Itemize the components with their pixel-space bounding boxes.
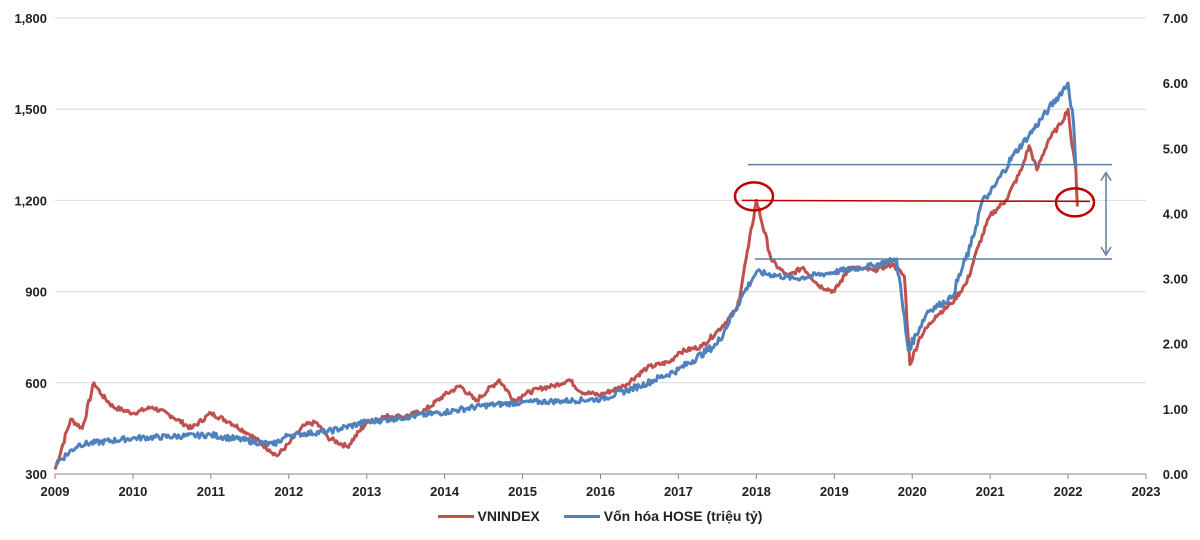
y-right-tick-label: 4.00 [1163, 206, 1188, 221]
x-tick-label: 2013 [352, 484, 381, 499]
reference-line-1200 [741, 199, 1091, 203]
y-right-tick-label: 0.00 [1163, 467, 1188, 482]
legend-label-vnindex: VNINDEX [477, 508, 540, 524]
y-left-tick-label: 300 [25, 467, 47, 482]
x-tick-label: 2015 [508, 484, 537, 499]
arrow-head-up [1100, 171, 1112, 181]
legend-item-hose: Vốn hóa HOSE (triệu tỷ) [563, 508, 763, 524]
y-right-tick-label: 1.00 [1163, 402, 1188, 417]
highlight-ellipse-2018 [733, 181, 775, 212]
x-tick-label: 2010 [118, 484, 147, 499]
x-tick-label: 2009 [41, 484, 70, 499]
x-tick-label: 2011 [197, 484, 225, 499]
x-tick-label: 2018 [742, 484, 771, 499]
y-right-tick-label: 3.00 [1163, 272, 1188, 287]
y-left-tick-label: 1,200 [14, 193, 47, 208]
x-tick-label: 2012 [274, 484, 303, 499]
legend-swatch-hose [563, 514, 600, 518]
y-left-tick-label: 900 [25, 285, 47, 300]
arrow-head-down [1100, 246, 1112, 257]
x-tick-label: 2022 [1054, 484, 1083, 499]
legend: VNINDEX Vốn hóa HOSE (triệu tỷ) [0, 508, 1200, 524]
y-right-tick-label: 5.00 [1163, 141, 1188, 156]
x-tick-label: 2021 [976, 484, 1005, 499]
x-tick-label: 2014 [430, 484, 460, 499]
y-left-tick-label: 1,500 [14, 102, 47, 117]
highlight-ellipse-2022 [1054, 187, 1096, 218]
legend-item-vnindex: VNINDEX [437, 508, 540, 524]
y-right-tick-label: 7.00 [1163, 11, 1188, 26]
line-chart: 2009 2010 2011 2012 2013 2014 2015 2016 2017 2018… [14, 11, 1188, 499]
y-right-tick-label: 2.00 [1163, 337, 1188, 352]
y-left-tick-label: 1,800 [14, 11, 47, 26]
legend-label-hose: Vốn hóa HOSE (triệu tỷ) [603, 508, 763, 524]
y-left-tick-label: 600 [25, 376, 47, 391]
series-line-vnindex [53, 107, 1079, 470]
x-tick-label: 2023 [1132, 484, 1161, 499]
x-tick-label: 2019 [820, 484, 849, 499]
y-right-tick-label: 6.00 [1163, 76, 1188, 91]
x-tick-label: 2016 [586, 484, 615, 499]
series-line-hose [54, 81, 1078, 466]
x-tick-label: 2020 [898, 484, 927, 499]
x-tick-label: 2017 [664, 484, 693, 499]
legend-swatch-vnindex [437, 514, 474, 518]
